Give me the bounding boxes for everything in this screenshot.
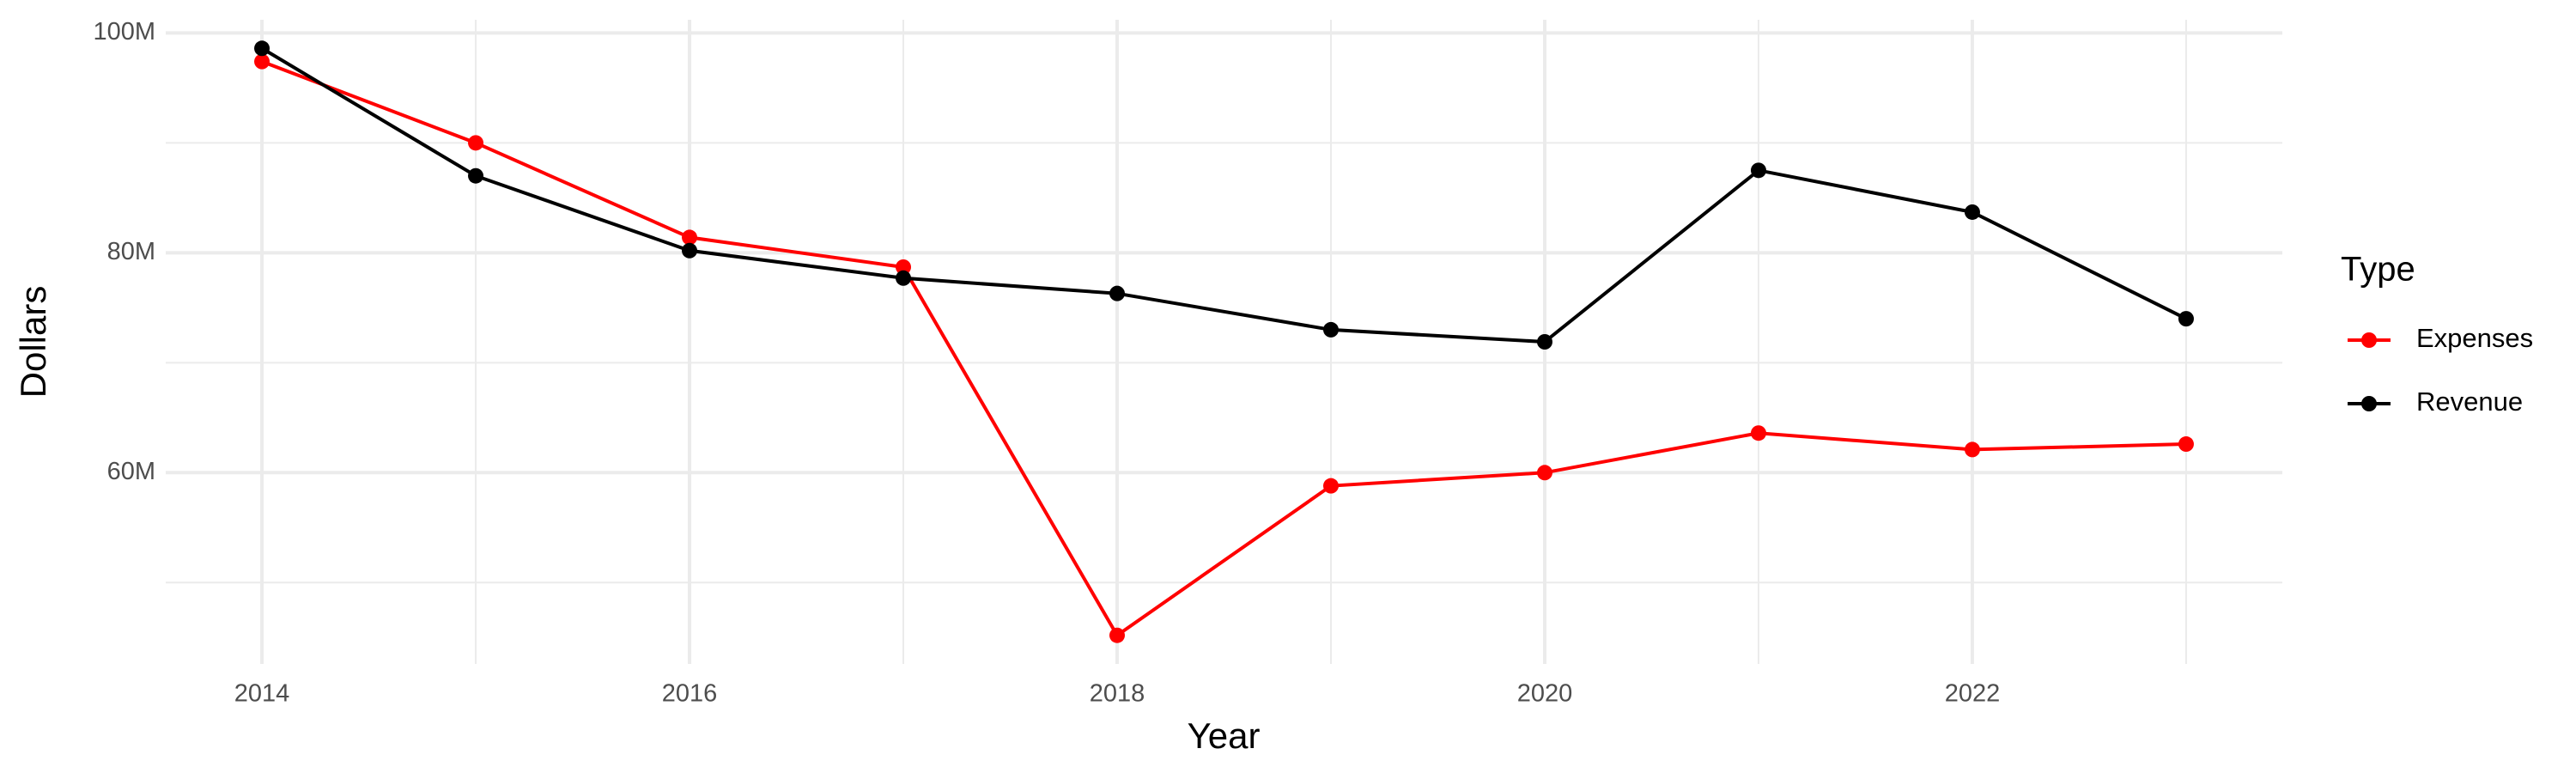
data-point [468, 167, 484, 184]
data-point [1750, 425, 1766, 441]
legend-title: Type [2341, 251, 2415, 289]
x-tick-label: 2014 [234, 680, 290, 708]
data-point [1964, 441, 1980, 458]
data-point [1536, 334, 1552, 350]
data-point [254, 40, 270, 57]
series-line [261, 59, 2187, 638]
grid [166, 20, 2282, 664]
data-point [1109, 627, 1126, 643]
x-tick-label: 2016 [662, 680, 718, 708]
series-line [261, 46, 2187, 344]
data-point [1322, 321, 1339, 338]
data-point [254, 53, 270, 70]
legend-swatch-point [2361, 332, 2377, 348]
x-tick-label: 2018 [1090, 680, 1145, 708]
x-tick-label: 2022 [1945, 680, 2001, 708]
y-axis-title: Dollars [13, 286, 53, 399]
data-point [468, 135, 484, 151]
data-point [1750, 162, 1766, 179]
data-point [2178, 436, 2194, 453]
y-tick-label: 60M [107, 458, 155, 485]
legend-label: Expenses [2416, 323, 2533, 353]
data-point [682, 242, 698, 259]
data-point [1536, 465, 1552, 481]
data-point [682, 229, 698, 246]
data-point [1964, 204, 1980, 220]
data-point [1109, 285, 1126, 301]
y-tick-label: 80M [107, 238, 155, 265]
data-point [896, 270, 912, 286]
legend-label: Revenue [2416, 386, 2523, 417]
x-axis-title: Year [1188, 715, 1261, 756]
y-tick-label: 100M [93, 18, 155, 46]
x-tick-label: 2020 [1517, 680, 1573, 708]
data-point [1322, 478, 1339, 494]
data-point [2178, 311, 2194, 327]
legend-swatch-point [2361, 396, 2377, 411]
data-point [896, 259, 912, 275]
